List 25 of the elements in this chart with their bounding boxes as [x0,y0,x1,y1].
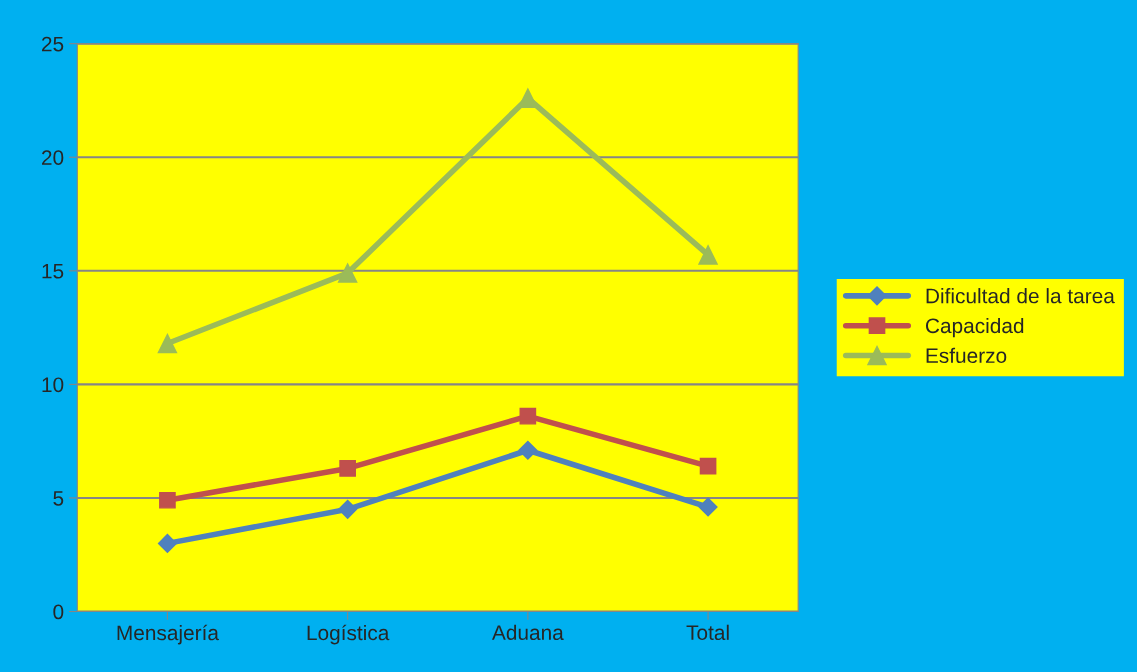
point [337,263,358,283]
point [699,457,717,475]
point [519,407,537,425]
x-tick-label: Total [686,624,729,641]
legend-label: Dificultad de la tarea [926,288,1115,304]
legend-label: Capacidad [925,317,1024,338]
point [157,333,178,354]
x-tick-label: Logística [307,624,390,645]
point [157,533,177,553]
legend-label: Esfuerzo [926,347,1007,364]
point [698,245,718,265]
y-tick-label: 25 [42,36,64,52]
point [518,440,538,460]
y-tick-label: 20 [42,150,64,165]
point [698,497,718,517]
y-tick-label: 0 [53,604,64,620]
point [518,88,538,108]
point [338,499,358,519]
point [339,460,356,477]
x-tick-label: Mensajería [117,624,219,645]
point [159,491,176,509]
y-tick-label: 15 [42,264,64,279]
x-tick-label: Aduana [491,624,564,641]
y-tick-label: 10 [42,377,64,393]
y-tick-label: 5 [53,491,64,506]
